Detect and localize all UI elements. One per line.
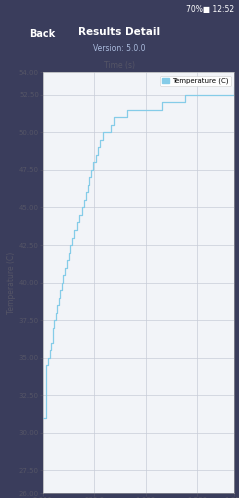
Text: Back: Back (29, 29, 55, 39)
Y-axis label: Temperature (C): Temperature (C) (7, 251, 16, 314)
Legend: Temperature (C): Temperature (C) (160, 76, 231, 87)
Text: Version: 5.0.0: Version: 5.0.0 (93, 44, 146, 53)
Text: Time (s): Time (s) (104, 61, 135, 71)
Text: Results Detail: Results Detail (78, 27, 161, 37)
Text: 70%■ 12:52: 70%■ 12:52 (186, 5, 234, 14)
